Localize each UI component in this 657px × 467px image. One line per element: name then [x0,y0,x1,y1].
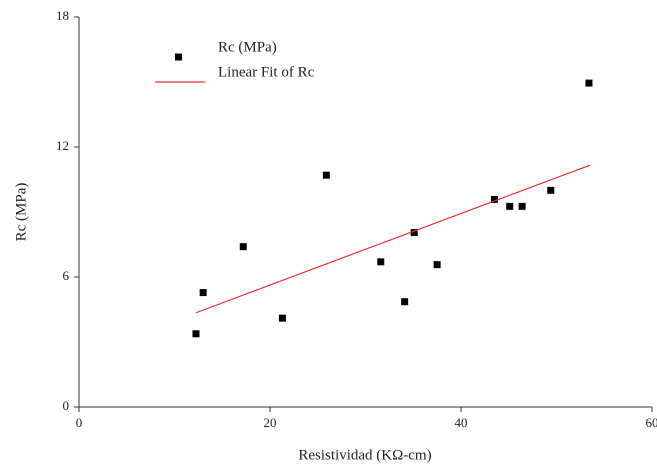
legend-label: Rc (MPa) [218,39,277,55]
point [518,202,526,210]
point [199,289,207,297]
point [377,258,385,266]
point [490,195,498,203]
point [192,330,200,338]
point [239,243,247,251]
legend-label: Linear Fit of Rc [218,64,315,80]
point [322,171,330,179]
point [433,261,441,269]
point [506,202,514,210]
y-axis-label: Rc (MPa) [13,183,29,242]
point [547,186,555,194]
legend-marker [175,53,182,61]
fit-line [195,164,591,314]
y-tick-label: 0 [63,398,70,413]
x-tick-label: 0 [76,415,83,430]
y-tick-label: 12 [56,138,69,153]
y-tick-label: 6 [63,268,70,283]
point [278,314,286,322]
x-tick-label: 40 [455,415,468,430]
point [585,79,593,87]
x-axis-label: Resistividad (KΩ-cm) [298,447,431,463]
y-tick-label: 18 [56,8,69,23]
point [401,298,409,306]
x-tick-label: 20 [264,415,277,430]
point [410,229,418,237]
x-tick-label: 60 [646,415,657,430]
